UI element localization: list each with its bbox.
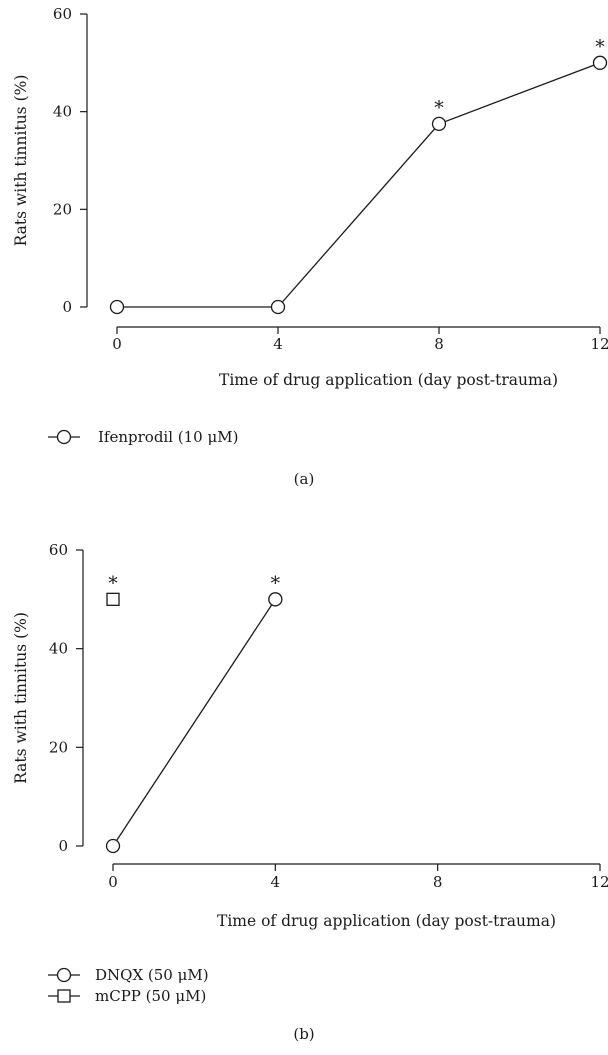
panel-label: (b) (293, 1025, 314, 1043)
y-tick-label: 60 (49, 541, 68, 559)
legend-marker-circle (56, 429, 72, 445)
y-tick-label: 0 (58, 837, 68, 855)
series-line (117, 62, 601, 308)
x-tick-label: 8 (434, 335, 444, 353)
x-tick-label: 0 (108, 873, 118, 891)
x-tick-label: 8 (433, 873, 443, 891)
legend-marker-square (57, 989, 71, 1003)
series-circle: * DNQX (50 μM) (48, 572, 283, 984)
series-circle: * * Ifenprodil (10 μM) (48, 36, 608, 446)
data-point-circle (270, 299, 286, 315)
data-point-circle (592, 55, 608, 70)
y-tick-label: 40 (49, 640, 68, 658)
x-tick-label: 0 (112, 335, 122, 353)
x-axis-label: Time of drug application (day post-traum… (219, 371, 558, 389)
data-point-circle (431, 116, 447, 132)
significance-star: * (271, 572, 281, 594)
data-point-circle (109, 299, 125, 315)
y-tick-label: 20 (53, 200, 72, 218)
significance-star: * (595, 36, 605, 58)
y-axis-label: Rats with tinnitus (%) (12, 75, 30, 247)
x-tick-label: 4 (271, 873, 281, 891)
y-axis-label: Rats with tinnitus (%) (12, 612, 30, 784)
panel-label: (a) (294, 470, 315, 488)
legend-label: DNQX (50 μM) (95, 966, 209, 984)
legend-marker-circle (56, 967, 72, 983)
y-tick-label: 40 (53, 103, 72, 121)
data-point-circle (268, 592, 283, 607)
chart-panel-b: 0 20 40 60 0 4 8 12 Time of drug application (da… (12, 541, 608, 1043)
data-point-circle (105, 838, 121, 854)
legend-label: Ifenprodil (10 μM) (98, 428, 238, 446)
series-line (112, 598, 276, 847)
series-square: * mCPP (50 μM) (48, 572, 206, 1005)
x-tick-label: 12 (590, 873, 608, 891)
data-point-square (106, 592, 120, 606)
significance-star: * (434, 97, 444, 119)
chart-panel-a: 0 20 40 60 0 4 8 12 Time of drug application (da… (12, 5, 608, 488)
y-tick-label: 20 (49, 738, 68, 756)
y-tick-label: 0 (62, 298, 72, 316)
x-tick-label: 12 (590, 335, 608, 353)
significance-star: * (108, 572, 118, 594)
x-tick-label: 4 (273, 335, 283, 353)
legend-label: mCPP (50 μM) (95, 987, 206, 1005)
y-tick-label: 60 (53, 5, 72, 23)
x-axis-label: Time of drug application (day post-traum… (217, 912, 556, 930)
